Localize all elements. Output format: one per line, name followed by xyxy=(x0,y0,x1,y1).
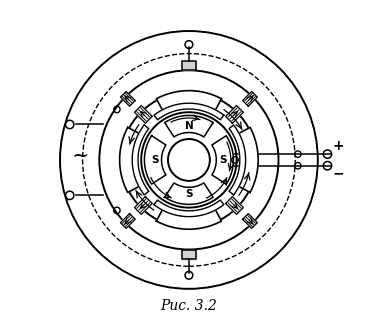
Polygon shape xyxy=(154,103,224,120)
Circle shape xyxy=(121,92,257,228)
Polygon shape xyxy=(144,136,166,184)
Polygon shape xyxy=(182,61,196,70)
Polygon shape xyxy=(132,125,149,195)
Polygon shape xyxy=(120,91,135,106)
Circle shape xyxy=(141,112,237,208)
Circle shape xyxy=(60,31,318,289)
Polygon shape xyxy=(243,91,258,106)
Polygon shape xyxy=(212,136,233,184)
Text: N: N xyxy=(185,121,193,131)
Polygon shape xyxy=(156,209,221,229)
Circle shape xyxy=(168,139,210,181)
Polygon shape xyxy=(165,183,213,204)
Polygon shape xyxy=(134,197,152,214)
Polygon shape xyxy=(225,197,243,214)
Text: −: − xyxy=(333,167,345,181)
Polygon shape xyxy=(165,115,213,137)
Polygon shape xyxy=(238,127,258,192)
Text: ~: ~ xyxy=(72,147,90,166)
Text: S: S xyxy=(220,155,227,165)
Text: S: S xyxy=(151,155,158,165)
Polygon shape xyxy=(182,250,196,259)
Polygon shape xyxy=(225,106,243,123)
Text: +: + xyxy=(333,139,345,153)
Circle shape xyxy=(99,70,278,250)
Polygon shape xyxy=(120,214,135,228)
Polygon shape xyxy=(154,200,224,217)
Polygon shape xyxy=(229,125,246,195)
Circle shape xyxy=(83,54,295,266)
Polygon shape xyxy=(156,91,221,111)
Polygon shape xyxy=(134,106,152,123)
Polygon shape xyxy=(120,127,140,192)
Text: S: S xyxy=(185,189,192,199)
Text: Рис. 3.2: Рис. 3.2 xyxy=(160,299,217,313)
Polygon shape xyxy=(243,214,258,228)
